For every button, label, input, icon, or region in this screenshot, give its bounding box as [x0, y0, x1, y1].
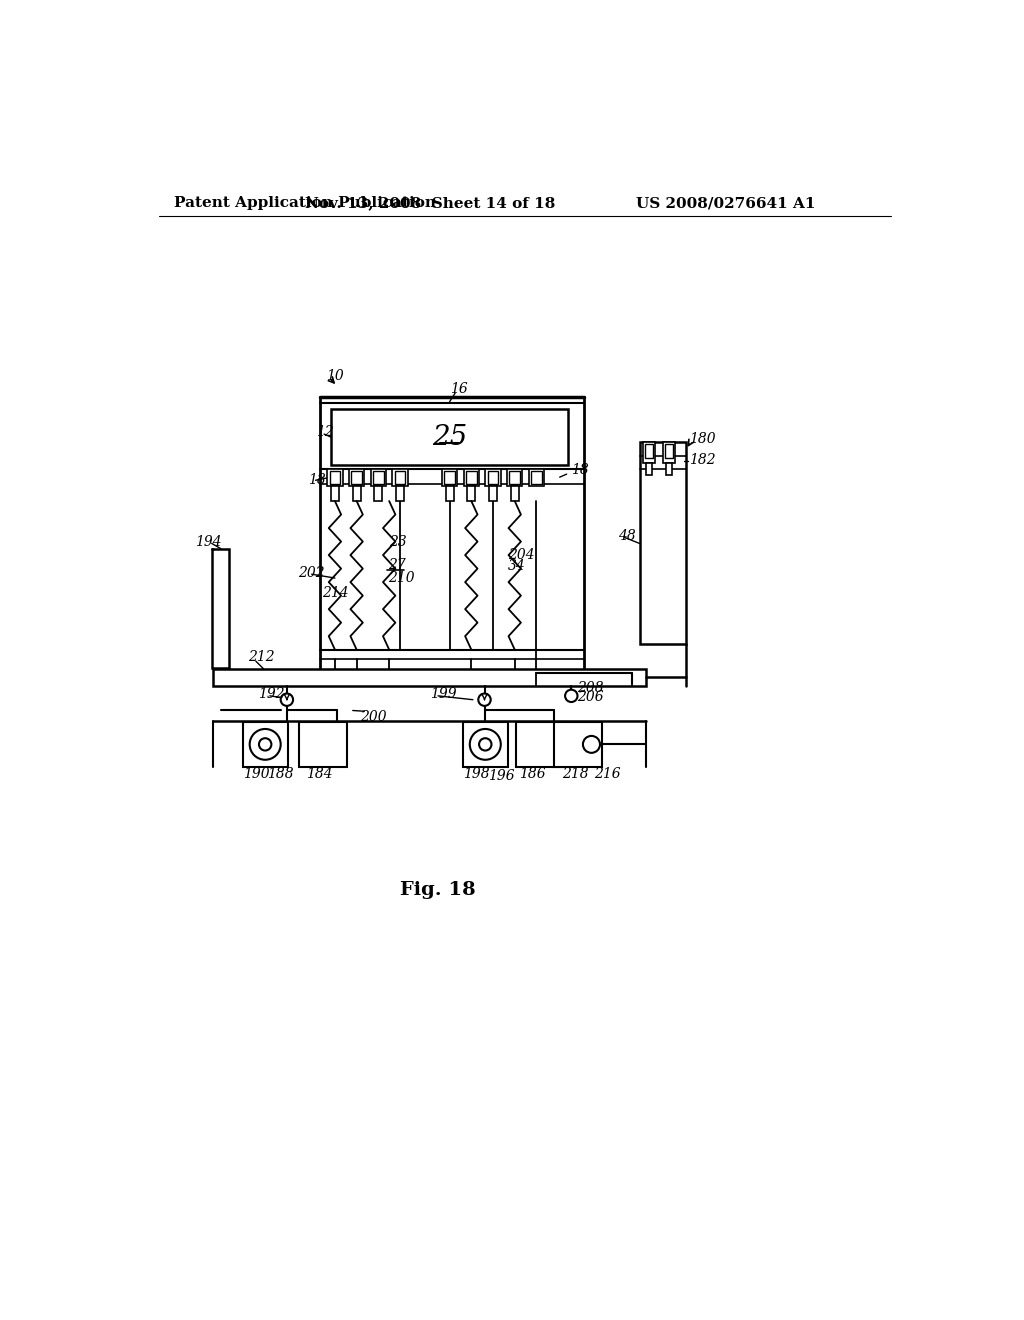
- Text: 198: 198: [463, 767, 489, 781]
- Text: 34: 34: [508, 560, 525, 573]
- Bar: [515, 722, 563, 767]
- Circle shape: [478, 693, 490, 706]
- Bar: [531, 471, 542, 484]
- Text: 208: 208: [578, 681, 604, 696]
- Bar: [444, 471, 455, 484]
- Bar: [299, 722, 346, 767]
- Circle shape: [259, 738, 271, 751]
- Text: 184: 184: [306, 767, 333, 781]
- Circle shape: [281, 693, 293, 706]
- Text: 204: 204: [508, 548, 535, 562]
- Text: 182: 182: [689, 453, 716, 467]
- Bar: [489, 486, 497, 502]
- Text: 27: 27: [388, 558, 407, 572]
- Text: Patent Application Publication: Patent Application Publication: [174, 197, 436, 210]
- Text: 196: 196: [487, 770, 514, 783]
- Bar: [646, 463, 652, 475]
- Bar: [464, 469, 479, 486]
- Text: 186: 186: [519, 767, 546, 781]
- Bar: [392, 469, 408, 486]
- Bar: [467, 486, 475, 502]
- Bar: [485, 469, 501, 486]
- Circle shape: [479, 738, 492, 751]
- Text: 192: 192: [258, 686, 285, 701]
- Bar: [212, 549, 228, 668]
- Circle shape: [470, 729, 501, 760]
- Bar: [371, 469, 386, 486]
- Text: 180: 180: [689, 433, 716, 446]
- Bar: [509, 471, 520, 484]
- Bar: [351, 471, 362, 484]
- Text: 200: 200: [360, 710, 387, 723]
- Text: 18: 18: [308, 474, 326, 487]
- Bar: [445, 486, 454, 502]
- Bar: [349, 469, 365, 486]
- Text: 190: 190: [243, 767, 269, 781]
- Text: 18: 18: [571, 463, 589, 478]
- Bar: [213, 669, 646, 686]
- Bar: [640, 442, 686, 644]
- Text: 25: 25: [432, 424, 467, 450]
- Text: 194: 194: [195, 535, 221, 549]
- Bar: [554, 722, 602, 767]
- Bar: [507, 469, 522, 486]
- Bar: [396, 486, 403, 502]
- Bar: [665, 444, 673, 458]
- Bar: [328, 469, 343, 486]
- Text: 188: 188: [267, 767, 294, 781]
- Bar: [487, 471, 499, 484]
- Circle shape: [565, 690, 578, 702]
- Circle shape: [583, 737, 600, 752]
- Bar: [511, 486, 518, 502]
- Text: 212: 212: [248, 651, 274, 664]
- Bar: [394, 471, 406, 484]
- Text: 218: 218: [562, 767, 589, 781]
- Text: 199: 199: [430, 686, 457, 701]
- Bar: [643, 442, 655, 463]
- Text: 10: 10: [327, 370, 344, 383]
- Bar: [330, 471, 340, 484]
- Circle shape: [250, 729, 281, 760]
- Text: 206: 206: [578, 690, 604, 705]
- Bar: [243, 722, 288, 767]
- Bar: [663, 442, 675, 463]
- Text: Fig. 18: Fig. 18: [400, 880, 476, 899]
- Text: 12: 12: [316, 425, 334, 438]
- Bar: [666, 463, 672, 475]
- Bar: [352, 486, 360, 502]
- Bar: [331, 486, 339, 502]
- Text: 16: 16: [450, 383, 467, 396]
- Text: 202: 202: [299, 566, 326, 579]
- Bar: [375, 486, 382, 502]
- Bar: [373, 471, 384, 484]
- Bar: [645, 444, 652, 458]
- Text: 214: 214: [323, 586, 349, 601]
- Text: Nov. 13, 2008  Sheet 14 of 18: Nov. 13, 2008 Sheet 14 of 18: [305, 197, 555, 210]
- Text: US 2008/0276641 A1: US 2008/0276641 A1: [636, 197, 815, 210]
- Bar: [466, 471, 477, 484]
- Text: 48: 48: [617, 529, 636, 543]
- Text: 23: 23: [389, 535, 407, 549]
- Bar: [528, 469, 544, 486]
- Bar: [442, 469, 458, 486]
- Text: 210: 210: [388, 572, 415, 585]
- Bar: [463, 722, 508, 767]
- Text: 216: 216: [595, 767, 622, 781]
- Bar: [331, 409, 568, 465]
